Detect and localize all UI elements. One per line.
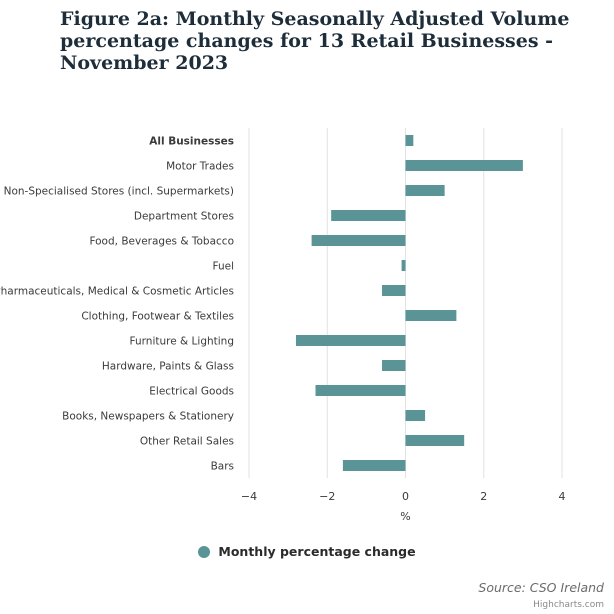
chart-title: Figure 2a: Monthly Seasonally Adjusted V… (60, 8, 570, 74)
legend[interactable]: Monthly percentage change (0, 544, 614, 563)
category-label: Furniture & Lighting (130, 336, 234, 348)
legend-label: Monthly percentage change (218, 544, 416, 559)
category-label: Pharmaceuticals, Medical & Cosmetic Arti… (0, 286, 234, 298)
bar[interactable] (331, 210, 406, 221)
category-label: Food, Beverages & Tobacco (89, 236, 234, 248)
category-label: Fuel (213, 261, 235, 273)
category-label: Hardware, Paints & Glass (102, 361, 234, 373)
bar[interactable] (405, 435, 465, 446)
category-label: Motor Trades (166, 161, 234, 173)
bar[interactable] (315, 385, 406, 396)
x-axis-title: % (400, 510, 410, 523)
category-label: Other Retail Sales (140, 436, 234, 448)
credits-link[interactable]: Highcharts.com (533, 600, 604, 610)
category-labels: All Businesses Motor Trades Non-Specialise… (0, 136, 234, 473)
category-label: Bars (211, 461, 234, 473)
bar[interactable] (405, 135, 414, 146)
bar[interactable] (342, 460, 406, 471)
category-label: Department Stores (134, 211, 234, 223)
bar[interactable] (311, 235, 406, 246)
bar[interactable] (382, 285, 406, 296)
bars (295, 135, 523, 471)
category-label: Books, Newspapers & Stationery (62, 411, 234, 423)
source-note: Source: CSO Ireland (478, 580, 604, 595)
x-tick-label: 0 (402, 490, 409, 503)
x-axis-ticks: −4 −2 0 2 4 (241, 490, 566, 503)
grid-lines (248, 128, 563, 478)
x-tick-label: 4 (559, 490, 566, 503)
x-tick-label: 2 (480, 490, 487, 503)
bar[interactable] (405, 310, 457, 321)
chart-plot: All Businesses Motor Trades Non-Specialise… (0, 128, 566, 523)
category-label: Clothing, Footwear & Textiles (81, 311, 234, 323)
legend-marker (198, 545, 211, 558)
bar[interactable] (295, 335, 406, 346)
bar[interactable] (405, 185, 445, 196)
category-label: Non-Specialised Stores (incl. Supermarke… (4, 186, 234, 198)
bar[interactable] (382, 360, 406, 371)
bar[interactable] (405, 160, 523, 171)
bar[interactable] (401, 260, 406, 271)
bar[interactable] (405, 410, 426, 421)
category-label: Electrical Goods (149, 386, 234, 398)
category-label: All Businesses (149, 136, 234, 148)
x-tick-label: −4 (241, 490, 257, 503)
x-tick-label: −2 (319, 490, 335, 503)
